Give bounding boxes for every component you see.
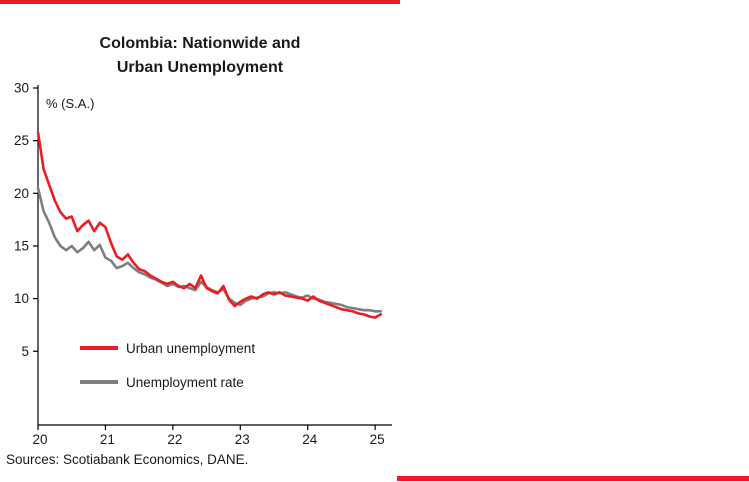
svg-text:20: 20 [14, 186, 29, 201]
svg-text:21: 21 [100, 432, 115, 447]
svg-text:10: 10 [14, 291, 29, 306]
chart-panel: 5 10 15 20 25 30 20 21 22 23 24 25 Colombia: Nation… [0, 0, 400, 467]
legend-label-unemployment-rate: Unemployment rate [126, 374, 244, 390]
svg-text:5: 5 [21, 344, 29, 359]
svg-text:25: 25 [14, 133, 29, 148]
bottom-right-accent-rule [397, 476, 749, 481]
chart-title-line1: Colombia: Nationwide and [99, 35, 301, 52]
svg-text:24: 24 [302, 432, 318, 447]
svg-text:22: 22 [167, 432, 182, 447]
legend-label-urban-unemployment: Urban unemployment [126, 340, 256, 356]
chart-top-accent-rule [0, 0, 400, 4]
source-attribution: Sources: Scotiabank Economics, DANE. [6, 452, 249, 467]
unemployment-line-chart: 5 10 15 20 25 30 20 21 22 23 24 25 [14, 81, 392, 447]
urban-unemployment-line-swatch [80, 346, 118, 350]
svg-text:20: 20 [32, 432, 47, 447]
legend-item-urban-unemployment: Urban unemployment [80, 338, 255, 358]
svg-text:23: 23 [235, 432, 250, 447]
chart-title-line2: Urban Unemployment [116, 59, 284, 76]
svg-text:30: 30 [14, 81, 29, 96]
unemployment-rate-line-swatch [80, 380, 118, 384]
legend-item-unemployment-rate: Unemployment rate [80, 372, 255, 392]
svg-text:15: 15 [14, 238, 29, 253]
svg-text:25: 25 [370, 432, 385, 447]
chart-title: Colombia: Nationwide and Urban Unemploym… [0, 32, 400, 80]
y-axis-unit-label: % (S.A.) [46, 96, 95, 111]
chart-legend: Urban unemployment Unemployment rate [80, 338, 255, 406]
